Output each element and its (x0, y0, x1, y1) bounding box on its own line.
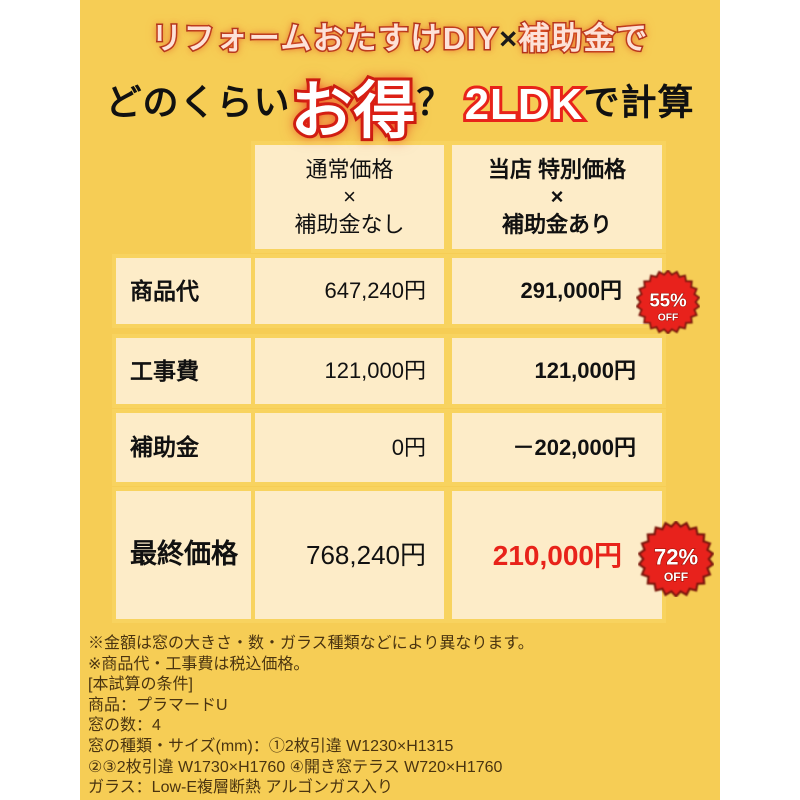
svg-text:OFF: OFF (658, 313, 678, 324)
svg-text:OFF: OFF (664, 570, 688, 584)
svg-text:72%: 72% (654, 544, 699, 569)
svg-text:55%: 55% (649, 289, 686, 310)
